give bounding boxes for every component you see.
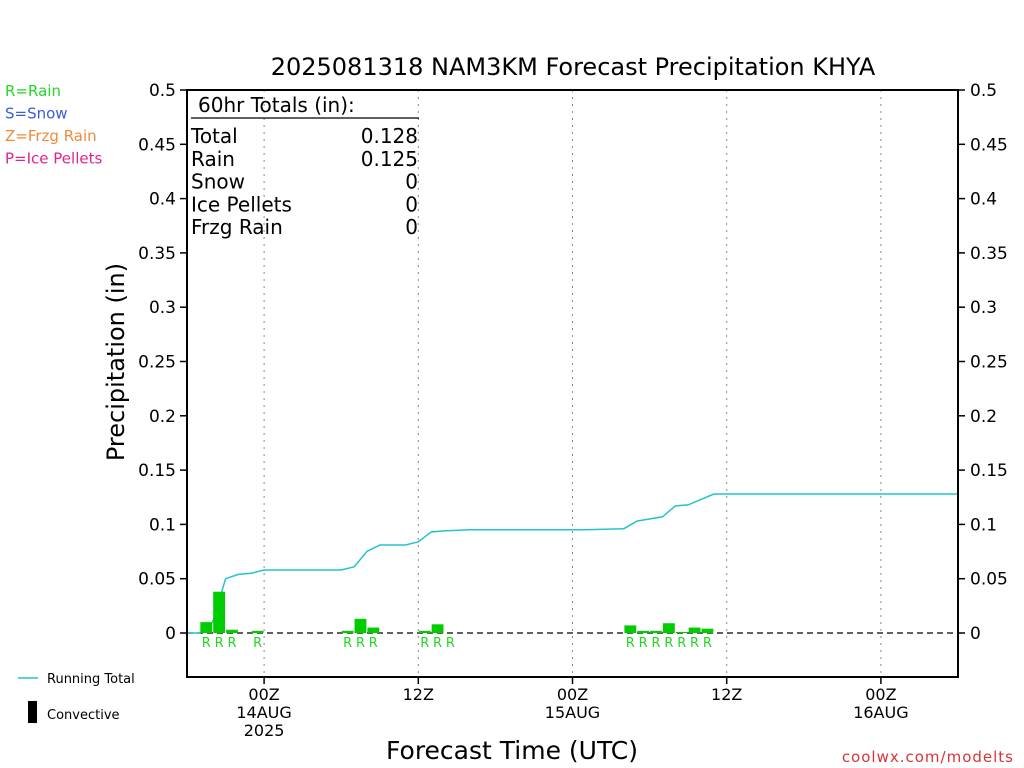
precip-type-label: R <box>215 636 224 651</box>
hourly-precip-bars <box>200 591 714 633</box>
precip-type-label: R <box>664 636 673 651</box>
precip-bar <box>418 630 431 633</box>
precip-bar <box>367 627 380 633</box>
totals-row-value: 0.125 <box>361 147 418 171</box>
totals-header: 60hr Totals (in): <box>198 93 355 117</box>
precip-bar <box>431 624 444 633</box>
x-tick-label: 00Z <box>557 685 588 704</box>
y-tick-label: 0.4 <box>149 190 176 210</box>
series-legend-label: Running Total <box>47 672 135 687</box>
precip-type-label: R <box>639 636 648 651</box>
series-legend: Running Total Convective <box>18 672 135 723</box>
x-axis-label: Forecast Time (UTC) <box>386 736 638 765</box>
precip-type-label: R <box>433 636 442 651</box>
totals-row-label: Total <box>190 124 238 148</box>
y-tick-label-right: 0.1 <box>970 515 997 535</box>
y-tick-label-right: 0.5 <box>970 81 997 101</box>
precip-type-label: R <box>369 636 378 651</box>
totals-row-value: 0 <box>405 170 418 194</box>
precip-bar <box>200 622 213 633</box>
ptype-legend-item: P=Ice Pellets <box>5 150 102 168</box>
totals-row-label: Frzg Rain <box>191 215 283 239</box>
y-axis-label: Precipitation (in) <box>102 263 130 461</box>
y-tick-label-right: 0.2 <box>970 407 997 427</box>
credit-text: coolwx.com/modelts <box>842 748 1014 766</box>
precip-type-legend: R=Rain S=Snow Z=Frzg Rain P=Ice Pellets <box>5 82 102 168</box>
y-tick-label: 0.1 <box>149 515 176 535</box>
precip-type-label: R <box>703 636 712 651</box>
vertical-gridlines <box>263 90 882 677</box>
y-tick-label: 0.3 <box>149 298 176 318</box>
precip-bar <box>662 623 675 633</box>
y-tick-label: 0.2 <box>149 407 176 427</box>
precip-type-label: R <box>343 636 352 651</box>
totals-row-value: 0 <box>405 192 418 216</box>
y-tick-label: 0.05 <box>138 570 176 590</box>
totals-row-value: 0 <box>405 215 418 239</box>
x-tick-label: 00Z <box>248 685 279 704</box>
precip-bar <box>650 630 662 633</box>
x-tick-label: 2025 <box>244 721 285 740</box>
ptype-legend-item: R=Rain <box>5 82 61 100</box>
precip-type-label: R <box>677 636 686 651</box>
totals-row-label: Snow <box>191 170 245 194</box>
y-tick-label-right: 0.45 <box>970 135 1008 155</box>
y-tick-label: 0 <box>165 624 176 644</box>
x-tick-label: 16AUG <box>853 703 908 722</box>
precip-type-label: R <box>626 636 635 651</box>
precip-bar <box>637 630 650 633</box>
x-tick-label: 14AUG <box>236 703 291 722</box>
ptype-legend-item: Z=Frzg Rain <box>5 127 97 145</box>
y-tick-label: 0.25 <box>138 353 176 373</box>
precip-type-label: R <box>690 636 699 651</box>
x-tick-label: 00Z <box>865 685 896 704</box>
precip-bar <box>213 591 226 633</box>
precip-bar <box>688 627 701 633</box>
series-legend-label: Convective <box>47 708 120 723</box>
precip-bar <box>341 630 354 633</box>
precip-type-label: R <box>227 636 236 651</box>
totals-row-label: Ice Pellets <box>191 192 292 216</box>
y-tick-label-right: 0 <box>970 624 981 644</box>
ptype-legend-item: S=Snow <box>5 105 68 123</box>
precip-bar <box>624 625 637 633</box>
y-tick-label-right: 0.05 <box>970 570 1008 590</box>
x-tick-label: 12Z <box>711 685 742 704</box>
precip-type-label: R <box>356 636 365 651</box>
precip-type-label: R <box>253 636 262 651</box>
x-tick-label: 12Z <box>403 685 434 704</box>
y-tick-label-right: 0.3 <box>970 298 997 318</box>
running-total-line <box>187 493 958 634</box>
precip-bar <box>226 629 238 633</box>
convective-legend-swatch <box>28 701 37 723</box>
y-tick-label: 0.35 <box>138 244 176 264</box>
precip-type-label: R <box>202 636 211 651</box>
totals-row-label: Rain <box>191 147 235 171</box>
precip-type-label: R <box>420 636 429 651</box>
y-axis-right: 0 0.05 0.1 0.15 0.2 0.25 0.3 0.35 0.4 0.45 0.5 <box>958 81 1008 644</box>
totals-box: 60hr Totals (in): Total 0.128 Rain 0.125 Sno… <box>190 93 419 239</box>
totals-row-value: 0.128 <box>361 124 418 148</box>
x-tick-label: 15AUG <box>545 703 600 722</box>
y-tick-label-right: 0.4 <box>970 190 997 210</box>
y-tick-label-right: 0.35 <box>970 244 1008 264</box>
precip-type-label: R <box>652 636 661 651</box>
y-tick-label: 0.15 <box>138 461 176 481</box>
precip-bar <box>251 630 264 633</box>
y-tick-label: 0.5 <box>149 81 176 101</box>
precip-bar <box>354 618 367 633</box>
y-tick-label: 0.45 <box>138 135 176 155</box>
precip-type-label: R <box>446 636 455 651</box>
y-tick-label-right: 0.15 <box>970 461 1008 481</box>
precip-bar <box>675 631 688 633</box>
y-tick-label-right: 0.25 <box>970 353 1008 373</box>
y-axis-left: 0 0.05 0.1 0.15 0.2 0.25 0.3 0.35 0.4 0.45 0.5 <box>138 81 187 644</box>
chart-title: 2025081318 NAM3KM Forecast Precipitation… <box>271 53 876 81</box>
precip-bar <box>701 628 714 633</box>
